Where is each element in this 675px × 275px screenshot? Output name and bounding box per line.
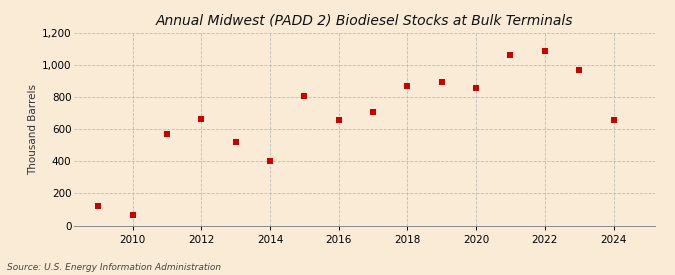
Text: Source: U.S. Energy Information Administration: Source: U.S. Energy Information Administ…	[7, 263, 221, 272]
Point	[265, 158, 275, 163]
Point	[402, 84, 413, 88]
Point	[299, 94, 310, 98]
Point	[333, 118, 344, 123]
Point	[608, 118, 619, 123]
Point	[470, 86, 481, 90]
Point	[539, 49, 550, 54]
Point	[505, 53, 516, 58]
Point	[230, 140, 241, 144]
Point	[128, 213, 138, 217]
Point	[161, 132, 172, 136]
Point	[574, 68, 585, 72]
Title: Annual Midwest (PADD 2) Biodiesel Stocks at Bulk Terminals: Annual Midwest (PADD 2) Biodiesel Stocks…	[156, 14, 573, 28]
Point	[196, 117, 207, 121]
Point	[93, 204, 104, 208]
Point	[436, 80, 447, 84]
Y-axis label: Thousand Barrels: Thousand Barrels	[28, 84, 38, 175]
Point	[368, 109, 379, 114]
